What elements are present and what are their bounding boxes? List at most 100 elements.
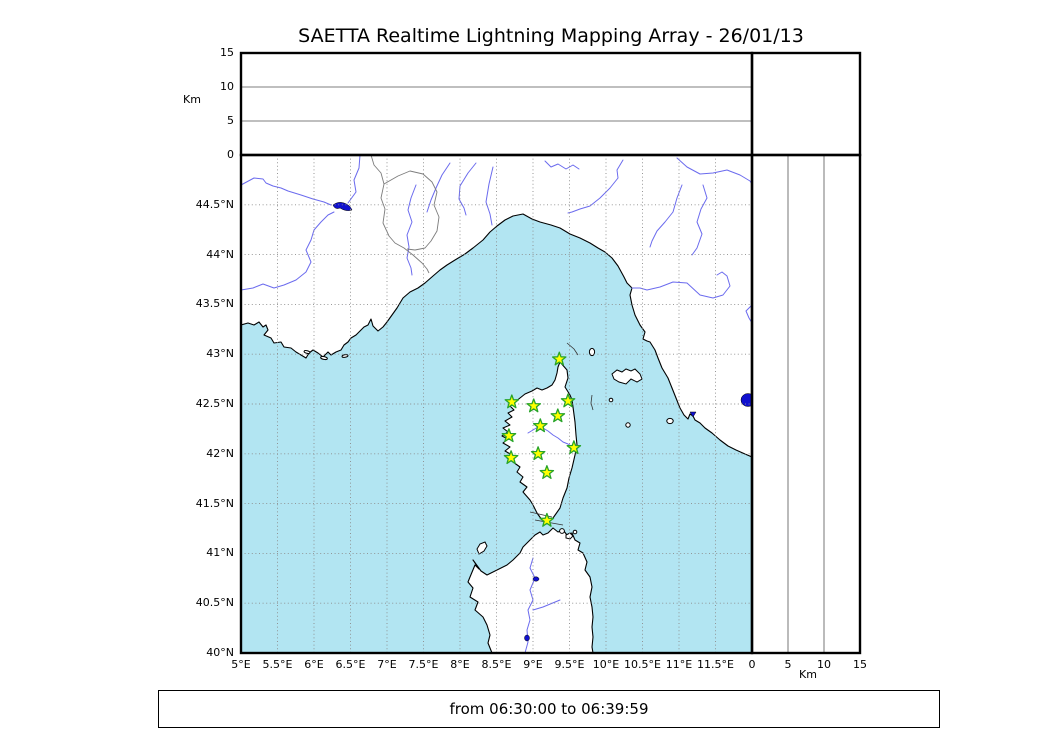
lat-tick-label: 40.5°N bbox=[195, 596, 234, 610]
station-star bbox=[539, 512, 555, 527]
elba-island bbox=[611, 368, 643, 385]
hyeres-island-1 bbox=[303, 350, 311, 354]
lat-tick-label: 42.5°N bbox=[195, 397, 234, 410]
station-star bbox=[539, 465, 555, 480]
right-panel-frame bbox=[750, 153, 862, 655]
lat-tick-label: 40°N bbox=[206, 646, 234, 659]
lon-tick-label: 8°E bbox=[450, 658, 470, 671]
time-range-box: from 06:30:00 to 06:39:59 bbox=[158, 690, 940, 728]
lat-tick-label: 43°N bbox=[206, 347, 234, 361]
river-golo bbox=[527, 426, 574, 448]
altitude-tick-label: 0 bbox=[227, 148, 234, 161]
orbetello-lagoon bbox=[689, 411, 697, 418]
lat-tick-label: 44.5°N bbox=[195, 197, 234, 211]
lon-tick-label: 8.5°E bbox=[481, 658, 512, 671]
lake-serre-poncon bbox=[332, 202, 353, 211]
station-star bbox=[560, 393, 576, 408]
lake-bolsena bbox=[740, 393, 752, 407]
altitude-longitude-panel bbox=[241, 53, 752, 155]
right-axis-km-label: Km bbox=[799, 668, 817, 681]
river bbox=[485, 166, 494, 226]
border-branch bbox=[383, 170, 440, 251]
rivers bbox=[241, 155, 752, 653]
border-france-italy bbox=[370, 155, 430, 274]
river bbox=[649, 184, 683, 248]
station-star bbox=[504, 394, 520, 409]
lon-tick-label: 6°E bbox=[304, 658, 324, 671]
lon-tick-label: 7.5°E bbox=[408, 658, 439, 671]
altitude-latitude-panel bbox=[752, 155, 860, 653]
lon-tick-label: 5.5°E bbox=[262, 658, 293, 671]
altitude-tick-label: 5 bbox=[227, 114, 234, 127]
lat-tick-label: 42°N bbox=[206, 446, 234, 460]
river bbox=[532, 599, 561, 611]
lon-tick-label: 11.5°E bbox=[697, 658, 734, 671]
asinara-island bbox=[476, 541, 488, 555]
station-star bbox=[530, 446, 546, 461]
station-star bbox=[550, 408, 566, 423]
top-panel-gridlines bbox=[241, 86, 752, 122]
altitude-tick-label: 5 bbox=[784, 658, 792, 671]
altitude-tick-label: 10 bbox=[817, 658, 831, 671]
giglio-island bbox=[666, 417, 674, 425]
admin-borders bbox=[370, 155, 440, 274]
lat-tick-label: 41.5°N bbox=[195, 496, 234, 510]
lat-tick-label: 43.5°N bbox=[195, 297, 234, 311]
lon-tick-label: 10°E bbox=[592, 658, 620, 671]
line-east-corsica bbox=[590, 394, 594, 411]
hyeres-island-2 bbox=[320, 355, 328, 361]
lat-tick-label: 44°N bbox=[206, 247, 234, 261]
altitude-tick-label: 10 bbox=[220, 80, 234, 93]
top-panel-bg bbox=[241, 53, 752, 155]
station-star bbox=[503, 450, 519, 465]
station-star bbox=[532, 418, 548, 433]
lon-tick-label: 9°E bbox=[523, 658, 543, 671]
map-panel bbox=[241, 155, 752, 653]
lma-stations bbox=[501, 351, 582, 527]
river bbox=[347, 155, 361, 204]
lake-coghinas bbox=[532, 576, 540, 582]
lon-tick-label: 6.5°E bbox=[335, 658, 366, 671]
station-star bbox=[501, 428, 517, 443]
panel-frames bbox=[239, 51, 862, 655]
station-star bbox=[551, 351, 567, 366]
station-star bbox=[526, 398, 542, 413]
corner-panel bbox=[752, 53, 860, 155]
line-ne-cap-corse bbox=[566, 342, 579, 356]
river bbox=[745, 304, 752, 324]
right-panel-bg bbox=[752, 155, 860, 653]
altitude-tick-label: 0 bbox=[748, 658, 756, 671]
altitude-tick-label: 15 bbox=[220, 46, 234, 59]
top-axis-km-label: Km bbox=[183, 93, 201, 106]
river bbox=[676, 157, 752, 185]
river bbox=[458, 162, 477, 216]
porquerolles-island bbox=[341, 354, 349, 358]
lon-tick-label: 11°E bbox=[665, 658, 693, 671]
pianosa-island bbox=[608, 397, 614, 403]
river bbox=[241, 211, 335, 291]
lon-tick-label: 10.5°E bbox=[624, 658, 661, 671]
lon-tick-label: 5°E bbox=[231, 658, 251, 671]
figure-title: SAETTA Realtime Lightning Mapping Array … bbox=[298, 25, 804, 47]
river bbox=[426, 162, 451, 213]
river bbox=[241, 177, 332, 206]
maddalena-island-3 bbox=[572, 529, 578, 535]
lat-tick-label: 41°N bbox=[206, 546, 234, 560]
station-star bbox=[566, 440, 582, 455]
maddalena-island-1 bbox=[559, 528, 565, 534]
montecristo-island bbox=[625, 422, 631, 428]
lake-sardinia-south bbox=[524, 634, 530, 642]
altitude-tick-label: 15 bbox=[853, 658, 867, 671]
lon-tick-label: 9.5°E bbox=[554, 658, 585, 671]
mainland-coastline bbox=[241, 155, 752, 458]
river bbox=[544, 160, 580, 170]
river bbox=[691, 184, 708, 256]
lon-tick-label: 7°E bbox=[377, 658, 397, 671]
lakes bbox=[332, 202, 752, 642]
river bbox=[567, 159, 624, 214]
right-panel-gridlines bbox=[787, 155, 825, 653]
river bbox=[406, 184, 417, 276]
river-arno bbox=[631, 271, 731, 299]
